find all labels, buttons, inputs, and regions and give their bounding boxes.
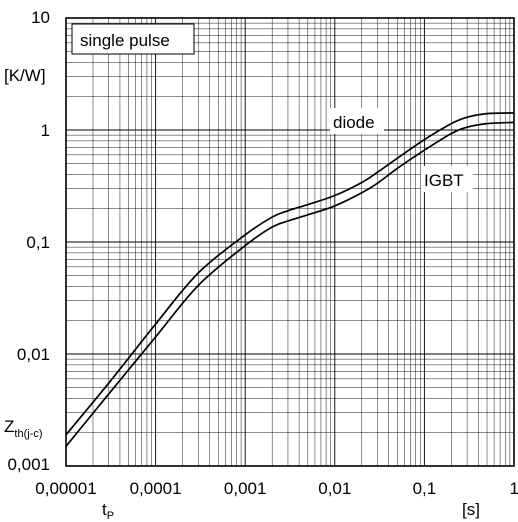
x-tick-label: 0,01	[318, 479, 351, 498]
x-tick-label: 0,0001	[130, 479, 182, 498]
x-tick-label: 0,1	[413, 479, 437, 498]
series-labels: diode IGBT	[330, 108, 473, 192]
tick-label-layer: 0,00001 0,0001 0,001 0,01 0,1 1 0,001 0,01 0,1 1 1…	[7, 8, 518, 498]
x-tick-label: 0,00001	[35, 479, 96, 498]
series-line-igbt	[65, 121, 515, 447]
x-axis-title-main: t	[102, 500, 107, 519]
y-tick-label: 1	[41, 121, 50, 140]
series-line-diode	[65, 112, 515, 436]
x-axis-title: tP	[102, 500, 114, 522]
series-layer	[65, 112, 515, 447]
axis-titles: [K/W] Zth(j-c) tP [s]	[4, 66, 480, 522]
y-axis-title: Zth(j-c)	[4, 417, 43, 440]
diode-label-bg	[330, 108, 384, 134]
y-axis-unit: [K/W]	[4, 66, 46, 85]
y-axis-title-sub: th(j-c)	[14, 428, 42, 440]
y-tick-label: 0,1	[26, 233, 50, 252]
plot-frame	[65, 17, 515, 467]
x-tick-label: 0,001	[224, 479, 267, 498]
series-label-igbt: IGBT	[424, 171, 464, 190]
series-label-diode: diode	[333, 113, 375, 132]
y-tick-label: 0,001	[7, 455, 50, 474]
y-tick-label: 0,01	[17, 345, 50, 364]
y-tick-label: 10	[31, 8, 50, 27]
grid-layer	[66, 18, 514, 466]
x-axis-unit: [s]	[462, 500, 480, 519]
annotation-text: single pulse	[80, 31, 170, 50]
y-axis-title-main: Z	[4, 417, 14, 436]
x-axis-title-sub: P	[107, 510, 114, 522]
annotation-box-frame	[71, 23, 195, 55]
igbt-label-bg	[421, 166, 473, 192]
annotation-box: single pulse	[71, 23, 195, 55]
x-tick-label: 1	[510, 479, 518, 498]
